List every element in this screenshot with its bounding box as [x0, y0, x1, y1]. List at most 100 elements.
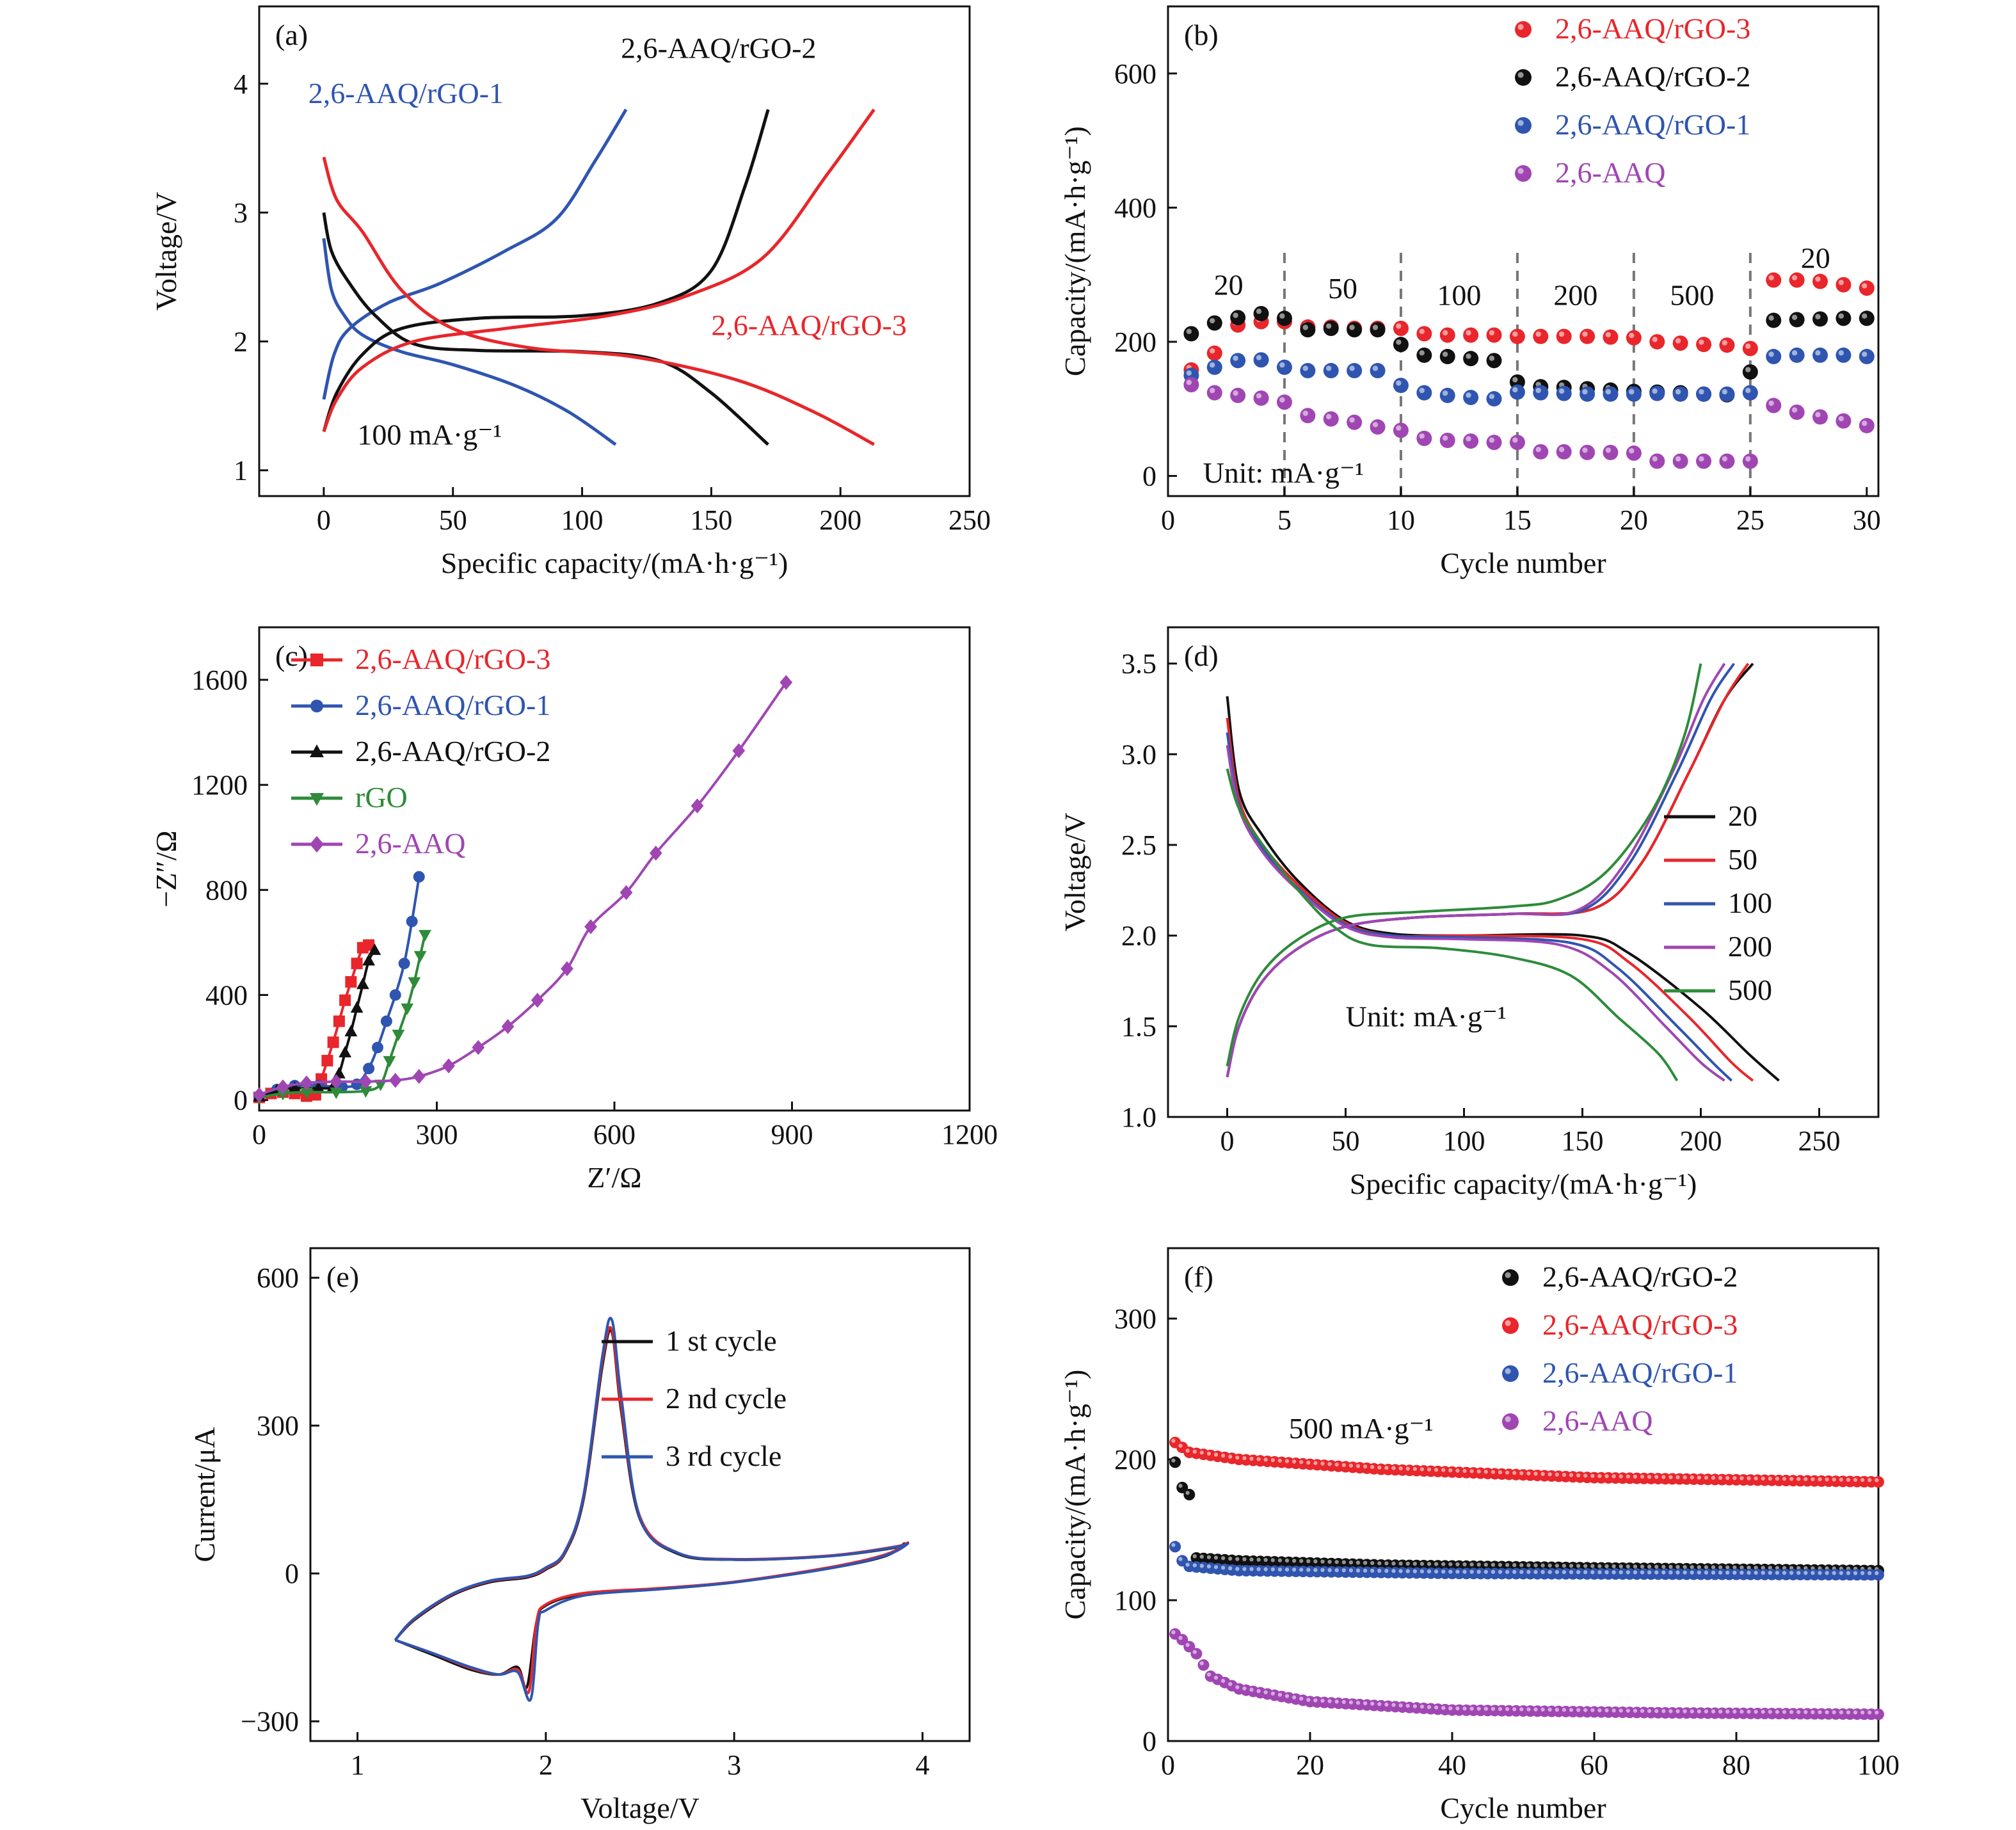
data-point-purple-highlight: [1277, 1692, 1283, 1697]
legend-marker: [1515, 117, 1532, 134]
y-axis-label: −Z″/Ω: [150, 830, 182, 907]
y-tick-label: 1200: [191, 769, 248, 801]
data-point-black-highlight: [1249, 1557, 1254, 1562]
data-point-black-highlight: [1740, 1565, 1744, 1570]
data-point-purple-highlight: [1791, 407, 1798, 413]
x-axis-label: Voltage/V: [580, 1792, 700, 1824]
data-point-black-highlight: [1548, 1563, 1552, 1568]
data-point-blue-highlight: [1448, 1569, 1453, 1574]
data-point-purple-highlight: [1754, 1710, 1758, 1714]
data-point-red-highlight: [1875, 1478, 1879, 1482]
data-point-black-highlight: [1476, 1562, 1481, 1567]
x-tick-label: 300: [416, 1119, 458, 1150]
data-point-red-highlight: [1540, 1472, 1545, 1476]
data-point-red-highlight: [1815, 276, 1821, 282]
data-point-red-highlight: [1604, 1474, 1609, 1479]
data-point-black-highlight: [1242, 1557, 1247, 1562]
plot-frame: [309, 1247, 971, 1742]
data-point-purple-highlight: [1292, 1695, 1297, 1699]
data-point-purple-highlight: [1875, 1710, 1879, 1715]
data-point-black-highlight: [1292, 1559, 1297, 1563]
legend-label: 2,6-AAQ/rGO-3: [1555, 12, 1750, 45]
data-point-red-highlight: [1718, 1475, 1723, 1481]
data-point-purple: [442, 1058, 455, 1073]
data-point-purple: [561, 961, 573, 977]
data-point-purple: [584, 919, 597, 935]
legend-label: 100: [1728, 887, 1772, 919]
data-point-red-highlight: [1442, 330, 1448, 336]
series-blue-line: [259, 876, 420, 1098]
data-point-blue-highlight: [1745, 387, 1751, 394]
data-point-black: [1393, 337, 1409, 353]
data-point-blue-highlight: [1263, 1567, 1268, 1571]
data-point-black: [1323, 321, 1339, 337]
data-point-black-highlight: [1349, 325, 1355, 330]
data-point-red-highlight: [1811, 1477, 1815, 1482]
data-point-blue-highlight: [1185, 1562, 1190, 1567]
data-point-blue-highlight: [1747, 1570, 1751, 1575]
data-point-purple-highlight: [1804, 1710, 1808, 1714]
panel-a: 0 50 100 150 200 250 1 2 3 4 Specific capacity/(mA…: [150, 5, 991, 579]
data-point-red-highlight: [1277, 1458, 1283, 1463]
data-point-red-highlight: [1597, 1473, 1602, 1479]
data-point-purple-highlight: [1341, 1699, 1346, 1705]
data-point-red-highlight: [1448, 1468, 1453, 1473]
x-tick-label: 0: [1161, 504, 1175, 536]
data-point-red: [321, 1055, 333, 1067]
data-point-purple-highlight: [1732, 1709, 1737, 1714]
data-point-purple-highlight: [1576, 1708, 1581, 1712]
y-tick-label: 3.0: [1121, 739, 1156, 770]
panel-f: 0 20 40 60 80 100 0 100 200 300 Cycle number Capaci…: [1059, 1247, 1900, 1824]
data-point-purple-highlight: [1505, 1706, 1510, 1712]
y-tick-label: 600: [257, 1262, 299, 1294]
data-point-red-highlight: [1647, 1475, 1652, 1479]
data-point-blue-highlight: [1270, 1567, 1275, 1571]
data-point-purple-highlight: [1186, 380, 1192, 385]
data-point-blue: [1603, 386, 1619, 402]
data-point-blue: [398, 958, 410, 970]
series-label: 2,6-AAQ/rGO-2: [621, 32, 816, 65]
y-tick-label: −300: [241, 1706, 299, 1737]
x-tick-label: 20: [1620, 504, 1648, 536]
legend-marker: [310, 744, 324, 757]
data-point-red-highlight: [1533, 1472, 1538, 1476]
data-point-blue-highlight: [1839, 1571, 1843, 1575]
data-point-black: [1183, 1489, 1196, 1500]
data-point-black: [1486, 353, 1502, 369]
data-point-red: [1439, 327, 1455, 343]
data-point-black-highlight: [1569, 1564, 1574, 1568]
data-point-blue-highlight: [1590, 1570, 1595, 1575]
data-point-black: [1300, 322, 1316, 338]
data-point-red-highlight: [1192, 1449, 1197, 1454]
legend-marker-highlight: [1505, 1368, 1511, 1374]
data-point-black-highlight: [1228, 1556, 1233, 1561]
data-point-red: [1859, 280, 1875, 296]
data-point-blue-highlight: [1405, 1569, 1410, 1573]
data-point-black-highlight: [1199, 1554, 1204, 1559]
data-point-black-highlight: [1555, 1563, 1559, 1568]
data-point-blue-highlight: [1209, 362, 1215, 368]
data-point-red-highlight: [1654, 1475, 1659, 1479]
data-point-blue: [1580, 386, 1596, 402]
data-point-purple-highlight: [1619, 1708, 1623, 1713]
data-point-red-highlight: [1558, 331, 1565, 337]
y-tick-label: 0: [285, 1558, 299, 1589]
data-point-red-highlight: [1569, 1473, 1574, 1477]
data-point-red-highlight: [1583, 1473, 1588, 1478]
y-tick-label: 300: [257, 1410, 299, 1441]
y-axis-label: Voltage/V: [1059, 813, 1091, 932]
data-point-purple-highlight: [1178, 1635, 1183, 1641]
data-point-blue-highlight: [1178, 1557, 1183, 1561]
series-red-discharge-curve: [322, 156, 875, 446]
data-point-black: [1347, 322, 1363, 338]
legend-marker: [1515, 165, 1532, 182]
data-point-red-highlight: [1683, 1475, 1687, 1480]
data-point-purple-highlight: [1832, 1710, 1836, 1715]
data-point-purple: [1836, 413, 1852, 429]
data-point-blue-highlight: [1442, 390, 1448, 396]
data-point-blue-highlight: [1804, 1571, 1808, 1575]
data-point-red: [1626, 330, 1642, 346]
data-point-purple-highlight: [1558, 447, 1565, 453]
data-point-blue-highlight: [1206, 1564, 1212, 1569]
data-point-black-highlight: [1725, 1565, 1730, 1569]
